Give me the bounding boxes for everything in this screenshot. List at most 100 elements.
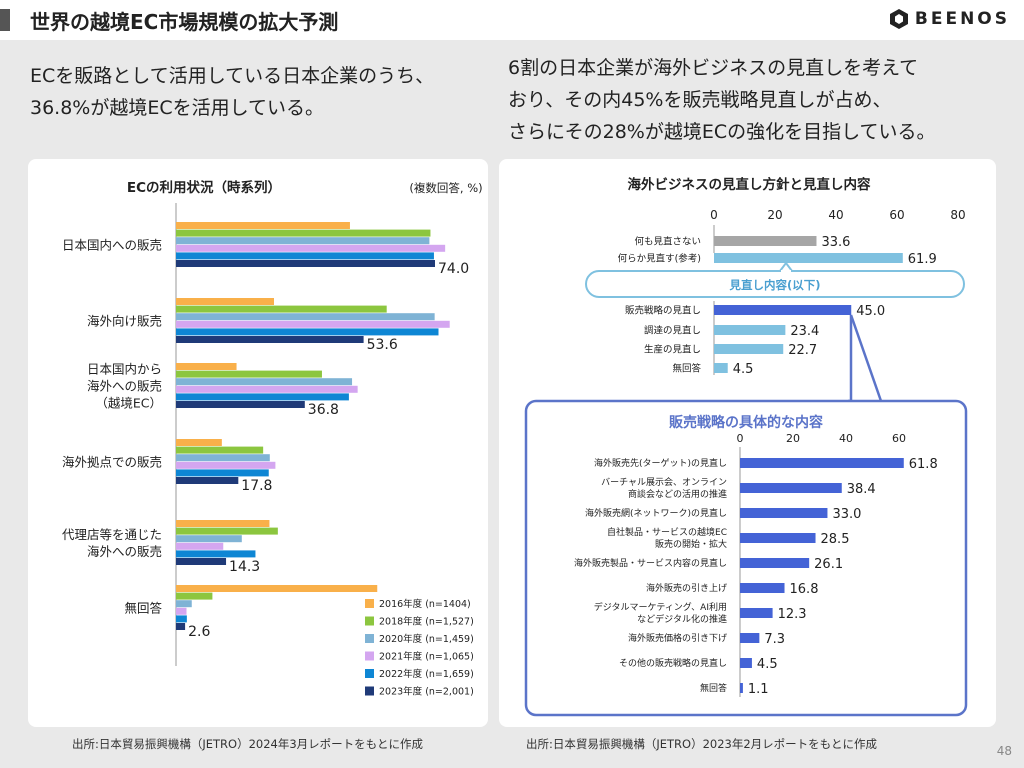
- left-lead-line: ECを販路として活用している日本企業のうち、: [30, 65, 435, 87]
- bar: [176, 305, 387, 313]
- x-tick-label: 0: [710, 208, 718, 222]
- bar: [740, 583, 785, 593]
- chart-title: 海外ビジネスの見直し方針と見直し内容: [628, 176, 871, 193]
- bar: [176, 244, 446, 252]
- bar: [176, 535, 242, 543]
- bar-label: 海外販売価格の引き下げ: [628, 632, 727, 644]
- bar: [176, 320, 450, 328]
- right-source-note: 出所:日本貿易振興機構（JETRO）2023年2月レポートをもとに作成: [526, 737, 877, 751]
- data-label: 53.6: [367, 337, 398, 353]
- bar: [176, 446, 264, 454]
- review-panel: 海外ビジネスの見直し方針と見直し内容 0 20 40 60 80 何も見直さない 33.6 何ら…: [499, 159, 996, 727]
- chart-title: ECの利用状況（時系列）: [127, 179, 281, 196]
- bar-label: 何らか見直す(参考): [618, 253, 701, 265]
- bar: [714, 325, 786, 335]
- bar: [176, 454, 270, 462]
- category-label: 海外向け販売: [87, 313, 162, 328]
- legend-label: 2022年度 (n=1,659): [379, 668, 474, 680]
- bar-label: 無回答: [672, 363, 701, 375]
- bar: [176, 401, 305, 408]
- bar-label: などデジタル化の推進: [637, 613, 727, 625]
- bar-label: 海外販売網(ネットワーク)の見直し: [585, 507, 727, 519]
- legend-label: 2020年度 (n=1,459): [379, 633, 474, 645]
- category-label: 無回答: [124, 600, 162, 615]
- bar: [176, 439, 222, 446]
- legend-label: 2021年度 (n=1,065): [379, 651, 474, 663]
- bar: [176, 252, 434, 260]
- category-label: 日本国内への販売: [62, 237, 162, 252]
- data-label: 12.3: [778, 607, 807, 622]
- bar: [176, 363, 237, 370]
- data-label: 33.0: [832, 507, 861, 522]
- bar-label: その他の販売戦略の見直し: [619, 657, 727, 669]
- ec-usage-panel: ECの利用状況（時系列） (複数回答, %) 日本国内への販売 74.0 海外向け販売 5…: [28, 159, 488, 727]
- bar: [740, 458, 904, 468]
- legend-swatch: [365, 651, 374, 661]
- x-tick-label: 80: [950, 208, 965, 222]
- bar: [740, 483, 842, 493]
- connector-line: [848, 315, 853, 403]
- bar-label: 生産の見直し: [644, 344, 701, 356]
- data-label: 1.1: [748, 682, 769, 697]
- logo-text: BEENOS: [914, 9, 1010, 29]
- bar: [740, 683, 743, 693]
- bar: [176, 222, 350, 229]
- bar-label: 海外販売の引き上げ: [646, 582, 727, 594]
- x-tick-label: 60: [889, 208, 904, 222]
- data-label: 36.8: [308, 402, 339, 418]
- data-label: 2.6: [188, 624, 210, 640]
- bar: [176, 328, 439, 336]
- data-label: 33.6: [821, 235, 850, 250]
- data-label: 74.0: [438, 261, 469, 277]
- bar: [714, 344, 784, 354]
- page-title: 世界の越境EC市場規模の拡大予測: [30, 10, 339, 34]
- data-label: 16.8: [790, 582, 819, 597]
- legend-label: 2016年度 (n=1404): [379, 598, 471, 610]
- left-source-note: 出所:日本貿易振興機構（JETRO）2024年3月レポートをもとに作成: [72, 737, 423, 751]
- right-lead-text: 6割の日本企業が海外ビジネスの見直しを考えて おり、その内45%を販売戦略見直し…: [508, 52, 936, 148]
- data-label: 45.0: [856, 304, 885, 319]
- bar: [714, 236, 817, 246]
- bar-label: 自社製品・サービスの越境EC: [607, 526, 727, 538]
- legend-swatch: [365, 616, 374, 626]
- bar-label: デジタルマーケティング、AI利用: [594, 601, 727, 613]
- bar-label: 調達の見直し: [644, 325, 701, 337]
- right-lead-line: おり、その内45%を販売戦略見直しが占め、: [508, 89, 892, 111]
- bar: [176, 469, 269, 477]
- category-label: 海外拠点での販売: [62, 454, 162, 469]
- bar: [176, 385, 358, 393]
- legend-swatch: [365, 634, 374, 643]
- bar: [176, 229, 431, 237]
- data-label: 61.8: [909, 457, 938, 472]
- right-lead-line: 6割の日本企業が海外ビジネスの見直しを考えて: [508, 57, 919, 79]
- bar: [176, 313, 435, 321]
- ec-usage-chart: ECの利用状況（時系列） (複数回答, %) 日本国内への販売 74.0 海外向け販売 5…: [62, 179, 483, 698]
- data-label: 26.1: [814, 557, 843, 572]
- legend-swatch: [365, 669, 374, 678]
- bar-label: 海外販売製品・サービス内容の見直し: [574, 557, 727, 569]
- bar-label: 海外販売先(ターゲット)の見直し: [594, 457, 727, 469]
- legend-label: 2018年度 (n=1,527): [379, 616, 474, 628]
- legend-swatch: [365, 599, 374, 608]
- page-number: 48: [996, 744, 1012, 758]
- bar: [176, 336, 364, 343]
- bar-label: 販売戦略の見直し: [625, 305, 701, 317]
- left-lead-line: 36.8%が越境ECを活用している。: [30, 97, 325, 119]
- x-tick-label: 40: [839, 432, 853, 445]
- x-tick-label: 60: [892, 432, 906, 445]
- category-label: （越境EC）: [95, 395, 162, 410]
- sub-chart-title: 販売戦略の具体的な内容: [669, 414, 823, 431]
- bar: [176, 393, 349, 401]
- callout-pill: [585, 270, 965, 298]
- header-accent: [0, 9, 10, 31]
- bar: [176, 477, 239, 484]
- data-label: 61.9: [908, 252, 937, 267]
- bar: [714, 305, 852, 315]
- data-label: 28.5: [821, 532, 850, 547]
- data-label: 22.7: [788, 343, 817, 358]
- data-label: 4.5: [757, 657, 778, 672]
- bar: [176, 520, 270, 527]
- bar: [740, 608, 773, 618]
- bar: [176, 600, 192, 608]
- bar-label: 何も見直さない: [634, 236, 701, 248]
